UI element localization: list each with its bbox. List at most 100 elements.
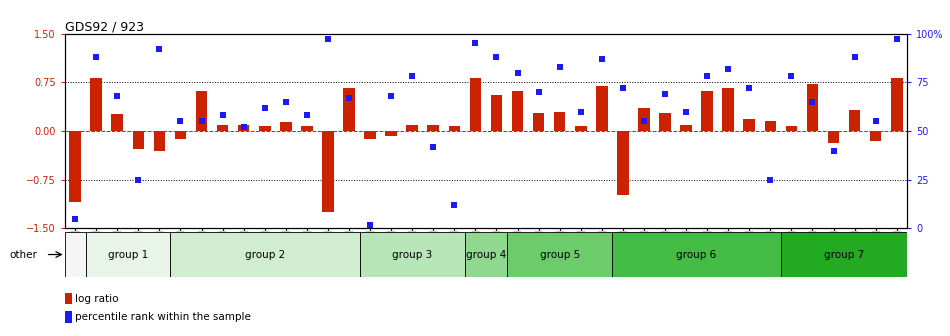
Bar (259, 126, 271, 131)
Point (384, 93, 399, 99)
Bar (744, 119, 755, 131)
Bar (301, 126, 313, 131)
Bar (848, 110, 861, 131)
Point (826, 148, 841, 153)
Bar (659, 113, 671, 131)
Point (363, 222, 378, 227)
Point (889, 37, 904, 42)
Bar (407, 125, 418, 131)
Text: percentile rank within the sample: percentile rank within the sample (75, 312, 251, 322)
Text: GDS92 / 923: GDS92 / 923 (65, 20, 143, 34)
Bar (781, 232, 907, 277)
Bar (175, 131, 186, 139)
Bar (618, 131, 629, 195)
Point (552, 64, 567, 70)
Point (573, 109, 588, 114)
Bar (490, 95, 503, 131)
Point (299, 113, 314, 118)
Point (320, 37, 335, 42)
Point (152, 46, 167, 52)
Bar (469, 78, 482, 131)
Bar (891, 78, 902, 131)
Bar (533, 113, 544, 131)
Point (805, 99, 820, 104)
Point (341, 95, 356, 100)
Bar (701, 91, 712, 131)
Point (868, 119, 884, 124)
Bar (512, 91, 523, 131)
Bar (465, 232, 507, 277)
Text: group 2: group 2 (244, 250, 285, 259)
Point (215, 113, 230, 118)
Point (67, 216, 83, 221)
Point (847, 54, 863, 60)
Point (257, 105, 273, 110)
Bar (359, 232, 465, 277)
Point (194, 119, 209, 124)
Point (636, 119, 652, 124)
Point (531, 89, 546, 95)
Bar (111, 114, 124, 131)
Text: group 3: group 3 (392, 250, 432, 259)
Text: other: other (10, 250, 37, 259)
Bar (364, 131, 376, 139)
Bar (765, 121, 776, 131)
Point (678, 109, 694, 114)
Point (467, 41, 483, 46)
Point (109, 93, 124, 99)
Point (236, 124, 251, 130)
Point (405, 74, 420, 79)
Bar (680, 125, 692, 131)
Bar (238, 125, 250, 131)
Bar (786, 126, 797, 131)
Point (88, 54, 104, 60)
Bar (154, 131, 165, 151)
Point (763, 177, 778, 182)
Bar (807, 84, 818, 131)
Bar (613, 232, 781, 277)
Bar (217, 125, 228, 131)
Point (173, 119, 188, 124)
Bar (133, 131, 144, 149)
Bar (722, 87, 734, 131)
Bar (86, 232, 170, 277)
Point (742, 85, 757, 91)
Bar (870, 131, 882, 141)
Point (278, 99, 294, 104)
Text: group 7: group 7 (824, 250, 864, 259)
Bar (170, 232, 359, 277)
Bar (280, 122, 292, 131)
Text: group 1: group 1 (107, 250, 148, 259)
Bar (65, 293, 72, 304)
Point (489, 54, 504, 60)
Bar (596, 86, 608, 131)
Bar (90, 78, 102, 131)
Point (699, 74, 714, 79)
Point (616, 85, 631, 91)
Bar (69, 131, 81, 203)
Bar (638, 108, 650, 131)
Bar (343, 87, 354, 131)
Bar (65, 232, 86, 277)
Point (784, 74, 799, 79)
Bar (507, 232, 613, 277)
Bar (827, 131, 839, 143)
Bar (386, 131, 397, 136)
Bar (65, 311, 72, 323)
Bar (322, 131, 333, 212)
Text: log ratio: log ratio (75, 294, 119, 303)
Bar (575, 126, 586, 131)
Point (426, 144, 441, 149)
Point (721, 66, 736, 71)
Point (657, 91, 673, 97)
Point (131, 177, 146, 182)
Point (594, 56, 609, 61)
Bar (428, 125, 439, 131)
Point (510, 70, 525, 75)
Bar (448, 126, 460, 131)
Point (446, 202, 462, 208)
Bar (196, 91, 207, 131)
Text: group 5: group 5 (540, 250, 580, 259)
Bar (554, 112, 565, 131)
Text: group 6: group 6 (676, 250, 716, 259)
